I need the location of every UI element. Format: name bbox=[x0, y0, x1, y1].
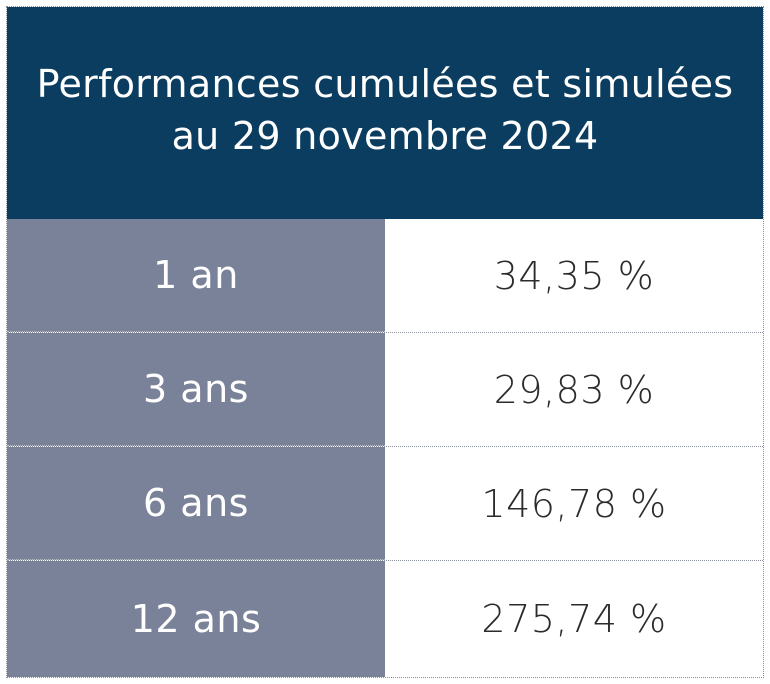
table-row: 3 ans 29,83 % bbox=[7, 333, 763, 447]
table-row: 1 an 34,35 % bbox=[7, 219, 763, 333]
period-cell: 6 ans bbox=[7, 447, 385, 560]
table-header: Performances cumulées et simulées au 29 … bbox=[7, 7, 763, 219]
period-cell: 12 ans bbox=[7, 561, 385, 677]
performance-cell: 29,83 % bbox=[385, 333, 763, 446]
performance-cell: 146,78 % bbox=[385, 447, 763, 560]
table-title-line-2: au 29 novembre 2024 bbox=[171, 114, 599, 158]
performance-table: Performances cumulées et simulées au 29 … bbox=[6, 6, 764, 678]
period-cell: 3 ans bbox=[7, 333, 385, 446]
performance-value: 34,35 % bbox=[493, 253, 655, 298]
period-label: 1 an bbox=[153, 253, 239, 297]
performance-cell: 34,35 % bbox=[385, 219, 763, 332]
table-title-line-1: Performances cumulées et simulées bbox=[36, 62, 734, 106]
period-label: 6 ans bbox=[143, 481, 249, 525]
table-row: 6 ans 146,78 % bbox=[7, 447, 763, 561]
performance-value: 146,78 % bbox=[481, 481, 667, 526]
table-row: 12 ans 275,74 % bbox=[7, 561, 763, 677]
period-cell: 1 an bbox=[7, 219, 385, 332]
table-title: Performances cumulées et simulées au 29 … bbox=[37, 58, 734, 162]
period-label: 3 ans bbox=[143, 367, 249, 411]
performance-value: 275,74 % bbox=[481, 597, 667, 641]
period-label: 12 ans bbox=[130, 597, 262, 641]
performance-cell: 275,74 % bbox=[385, 561, 763, 677]
performance-value: 29,83 % bbox=[493, 367, 655, 412]
